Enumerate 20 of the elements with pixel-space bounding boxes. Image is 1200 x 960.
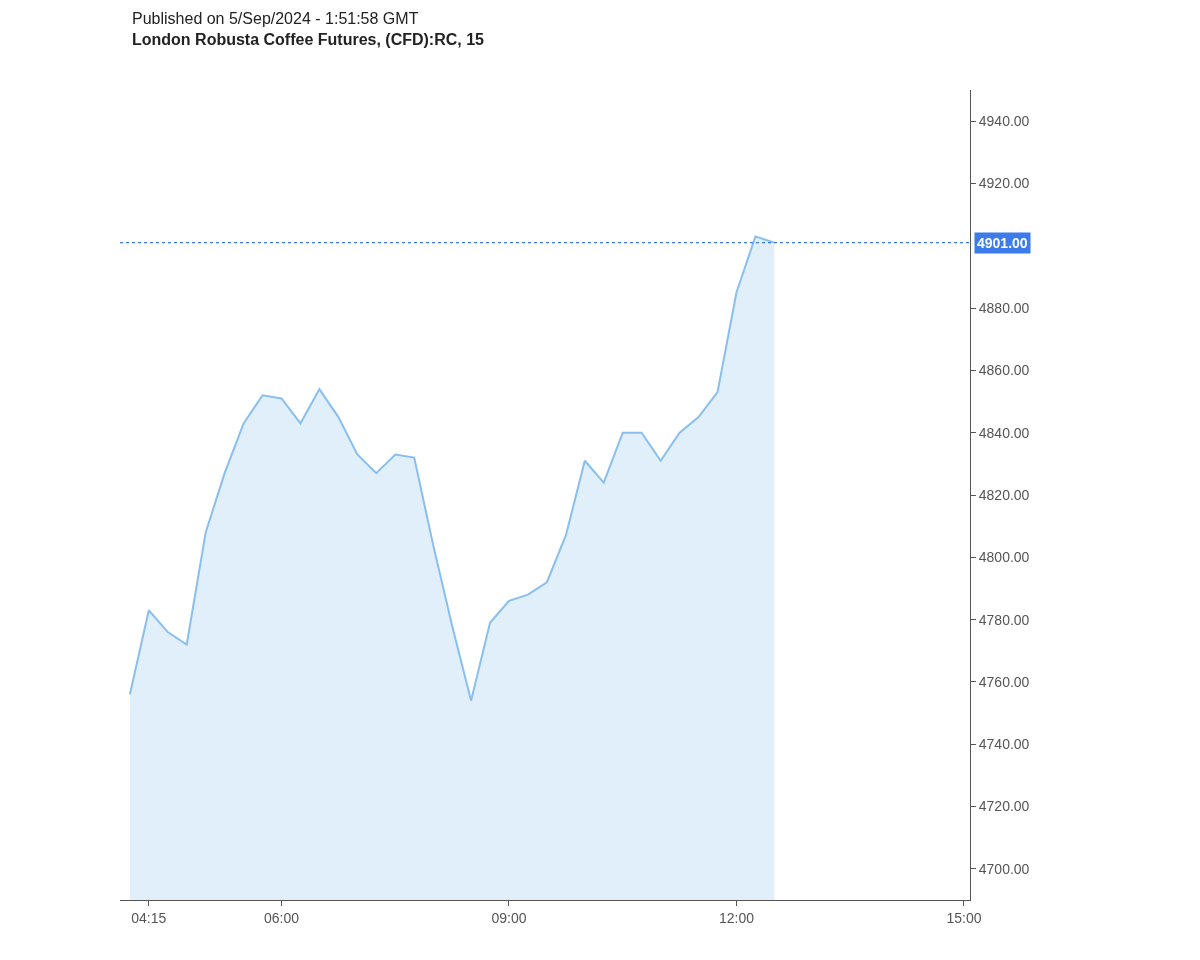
x-tick-label: 06:00 bbox=[263, 909, 300, 926]
y-tick-label: 4880.00 bbox=[978, 299, 1030, 316]
ref-line-label: 4901.00 bbox=[977, 235, 1028, 251]
chart-title: Published on 5/Sep/2024 - 1:51:58 GMT bbox=[132, 10, 419, 27]
y-tick-label: 4840.00 bbox=[978, 424, 1030, 441]
y-tick-label: 4920.00 bbox=[978, 175, 1030, 192]
y-tick-label: 4800.00 bbox=[978, 549, 1030, 566]
x-tick-label: 09:00 bbox=[491, 909, 527, 926]
y-tick-label: 4700.00 bbox=[978, 860, 1030, 877]
chart-subtitle: London Robusta Coffee Futures, (CFD):RC, 15 bbox=[132, 30, 485, 48]
x-tick-label: 04:15 bbox=[131, 909, 167, 926]
x-tick-label: 12:00 bbox=[718, 909, 755, 926]
y-tick-label: 4780.00 bbox=[978, 611, 1030, 628]
y-tick-label: 4760.00 bbox=[978, 673, 1030, 690]
y-tick-label: 4820.00 bbox=[978, 486, 1030, 503]
y-tick-label: 4940.00 bbox=[978, 113, 1030, 130]
y-tick-label: 4720.00 bbox=[978, 798, 1030, 815]
x-tick-label: 15:00 bbox=[946, 909, 982, 926]
y-tick-label: 4740.00 bbox=[978, 736, 1030, 753]
y-tick-label: 4860.00 bbox=[978, 362, 1030, 379]
